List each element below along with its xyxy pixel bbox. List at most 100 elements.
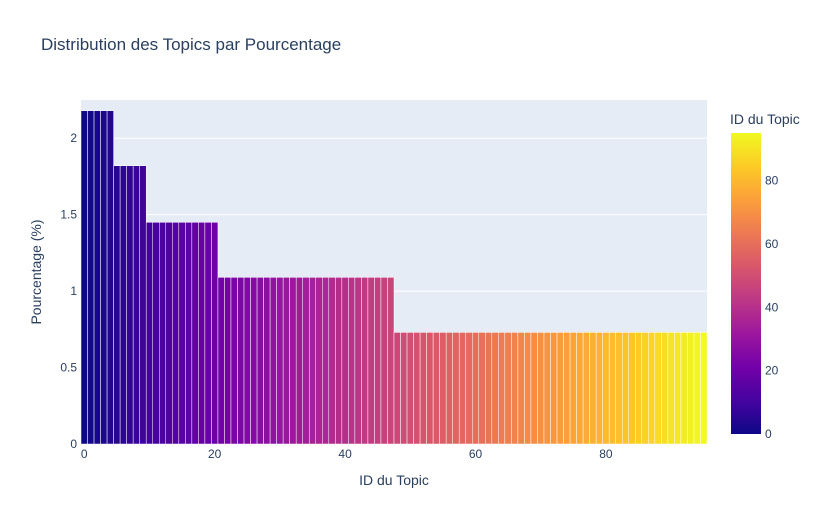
bar [335, 277, 343, 445]
bar [237, 277, 245, 445]
x-tick-label: 20 [208, 447, 222, 461]
bar [472, 332, 480, 445]
bar [165, 222, 173, 445]
bar [263, 277, 271, 445]
bar [485, 332, 493, 445]
bar [139, 165, 147, 445]
bar [93, 110, 101, 445]
bar [465, 332, 473, 445]
y-tick-label: 0 [70, 437, 77, 451]
bar [589, 332, 597, 445]
bar [113, 165, 121, 445]
x-tick-label: 60 [469, 447, 483, 461]
bar [172, 222, 180, 445]
bar [654, 332, 662, 445]
bar [80, 110, 88, 445]
bar [517, 332, 525, 445]
colorbar-tick-label: 20 [765, 364, 779, 378]
bar [426, 332, 434, 445]
y-tick-label: 1.5 [60, 208, 77, 222]
bar [439, 332, 447, 445]
bar [185, 222, 193, 445]
bar [224, 277, 232, 445]
bar [341, 277, 349, 445]
bar [563, 332, 571, 445]
bar [667, 332, 675, 445]
bar [498, 332, 506, 445]
bar [380, 277, 388, 445]
y-axis-label: Pourcentage (%) [28, 219, 44, 324]
bar [406, 332, 414, 445]
bar [178, 222, 186, 445]
bar [387, 277, 395, 445]
bar [550, 332, 558, 445]
y-tick-label: 2 [70, 131, 77, 145]
bar [256, 277, 264, 445]
bar [700, 332, 708, 445]
bar [361, 277, 369, 445]
bar [413, 332, 421, 445]
bar [282, 277, 290, 445]
colorbar-title: ID du Topic [730, 111, 800, 127]
bar [106, 110, 114, 445]
bar [374, 277, 382, 445]
bar [198, 222, 206, 445]
bar [315, 277, 323, 445]
bar [100, 110, 108, 445]
y-tick-label: 0.5 [60, 361, 77, 375]
bar [628, 332, 636, 445]
bar [211, 222, 219, 445]
bar [145, 222, 153, 445]
bar [693, 332, 701, 445]
bar [308, 277, 316, 445]
bar [322, 277, 330, 445]
bar [126, 165, 134, 445]
x-tick-label: 40 [338, 447, 352, 461]
bar [452, 332, 460, 445]
bar [159, 222, 167, 445]
bar [289, 277, 297, 445]
bar [400, 332, 408, 445]
bar [608, 332, 616, 445]
bar [595, 332, 603, 445]
bar [491, 332, 499, 445]
bar [367, 277, 375, 445]
bar [537, 332, 545, 445]
bar [661, 332, 669, 445]
x-tick-label: 80 [599, 447, 613, 461]
bar [295, 277, 303, 445]
x-axis-ticks: 0 20 40 60 80 [81, 447, 613, 461]
bar [511, 332, 519, 445]
bar [458, 332, 466, 445]
bar [582, 332, 590, 445]
colorbar-tick-label: 80 [765, 174, 779, 188]
x-tick-label: 0 [81, 447, 88, 461]
colorbar-tick-label: 60 [765, 237, 779, 251]
bar [556, 332, 564, 445]
x-axis-label: ID du Topic [359, 472, 429, 488]
bar [354, 277, 362, 445]
bar [641, 332, 649, 445]
bar [191, 222, 199, 445]
bar [432, 332, 440, 445]
colorbar-tick-label: 0 [765, 427, 772, 441]
bar [119, 165, 127, 445]
bar [217, 277, 225, 445]
bar [674, 332, 682, 445]
bar [543, 332, 551, 445]
bar [687, 332, 695, 445]
bar [204, 222, 212, 445]
bar [302, 277, 310, 445]
bar [445, 332, 453, 445]
bar [87, 110, 95, 445]
bar [152, 222, 160, 445]
bar [576, 332, 584, 445]
colorbar-ticks: 0 20 40 60 80 [765, 174, 779, 441]
bar [478, 332, 486, 445]
bar [348, 277, 356, 445]
bar [419, 332, 427, 445]
bar [504, 332, 512, 445]
chart-title: Distribution des Topics par Pourcentage [41, 35, 341, 54]
